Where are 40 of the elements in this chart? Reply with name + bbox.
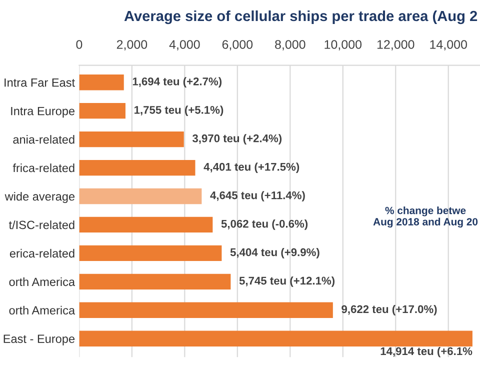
bar [79, 302, 333, 318]
bar [79, 103, 126, 119]
x-tick-label: 4,000 [169, 40, 200, 50]
chart-title: Average size of cellular ships per trade area (Aug 2 [124, 10, 478, 24]
x-tick-label: 8,000 [275, 40, 306, 50]
bar [79, 330, 472, 346]
data-label: 1,694 teu (+2.7%) [132, 77, 222, 88]
data-label: 5,062 teu (-0.6%) [221, 220, 308, 230]
data-label: 5,404 teu (+9.9%) [230, 248, 320, 258]
annotation: % change betwe Aug 2018 and Aug 20 [373, 206, 478, 228]
data-label: 3,970 teu (+2.4%) [192, 134, 282, 144]
y-tick-label: erica-related [10, 248, 74, 258]
data-label: 9,622 teu (+17.0%) [342, 304, 437, 316]
x-tick-label: 10,000 [324, 40, 362, 50]
bar [79, 245, 222, 262]
y-tick-label: East - Europe [4, 334, 75, 346]
x-tick-label: 12,000 [377, 40, 414, 50]
bar [79, 131, 184, 148]
x-tick-label: 6,000 [222, 40, 253, 50]
y-tick-label: Intra Far East [4, 78, 75, 87]
data-label: 4,401 teu (+17.5%) [204, 162, 300, 173]
x-tick-label: 0 [76, 40, 82, 49]
y-tick-label: ania-related [13, 135, 74, 144]
data-label: 1,755 teu (+5.1%) [134, 106, 224, 116]
y-tick-label: t/ISC-related [8, 220, 74, 230]
bar [79, 216, 213, 233]
y-tick-label: orth America [9, 277, 76, 286]
data-label: 5,745 teu (+12.1%) [239, 276, 335, 287]
x-tick-label: 2,000 [116, 40, 148, 50]
data-label: 14,914 teu (+6.1% [380, 346, 472, 358]
y-tick-label: orth America [9, 306, 76, 315]
y-tick-label: Intra Europe [11, 106, 75, 118]
bar [79, 160, 196, 176]
x-tick-label: 14,000 [430, 40, 467, 50]
data-label: 4,645 teu (+11.4%) [210, 191, 305, 202]
bar [79, 188, 202, 204]
bar [79, 74, 124, 90]
y-tick-label: wide average [4, 192, 75, 203]
y-tick-label: frica-related [12, 164, 74, 172]
bar [79, 274, 231, 290]
